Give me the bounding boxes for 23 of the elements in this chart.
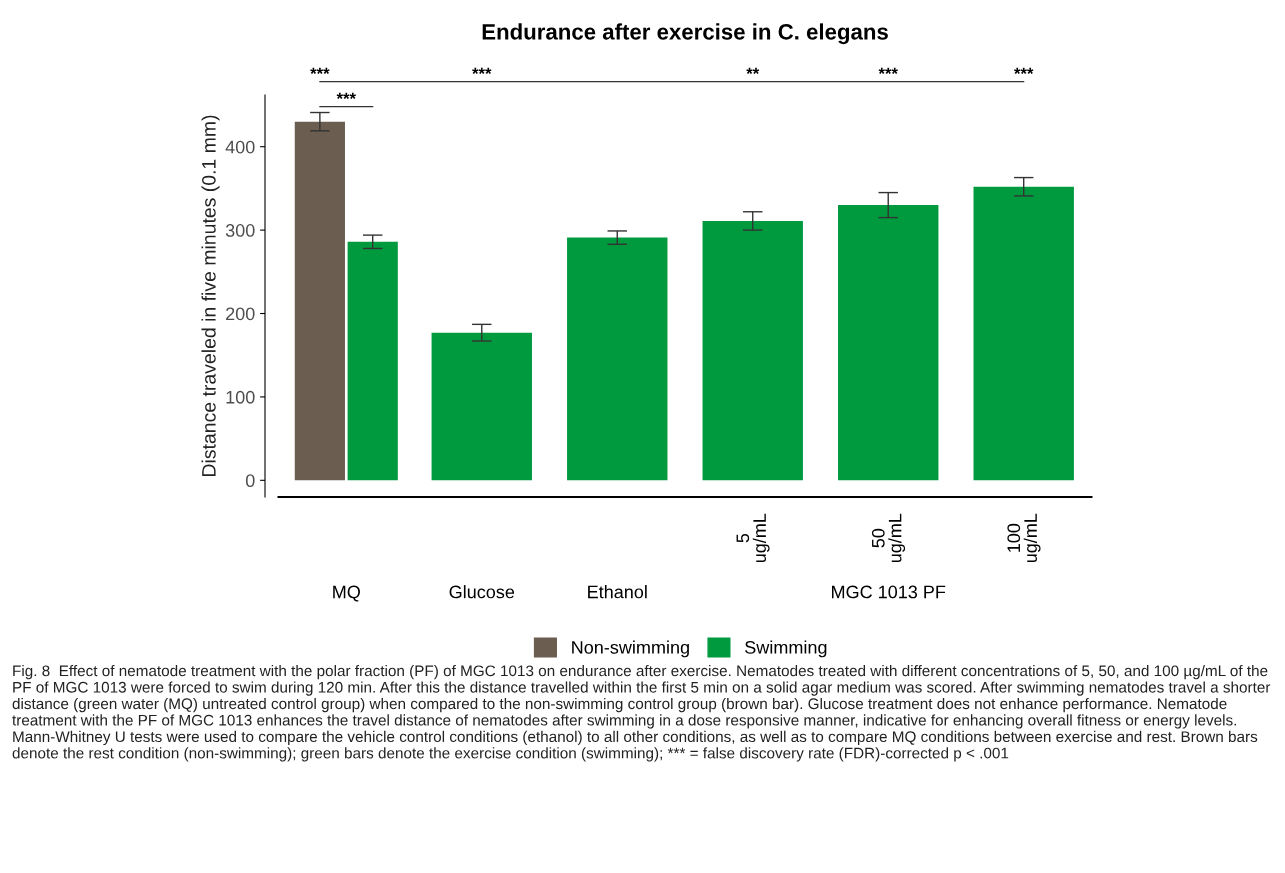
y-tick-label: 200 (226, 307, 255, 321)
y-tick-label: 100 (226, 390, 255, 404)
x-tick-label: 50 ug/mL (871, 513, 906, 563)
text: *** (878, 67, 898, 75)
caption: Fig. 8 Effect of nematode treatment with the polar fraction (PF) of MGC 1013 on endurance after exercise. Nematodes treated with different concentrations of 5, 50, and 100 µg/mL of the PF of MGC 1013 were forced to swim during 120 min. After this the distance travelled within the first 5 min on a solid agar medium was scored. After swimming nematodes travel a shorter distance (green water (MQ) untreated control group) when compared to the non-swimming control group (brown bar). Glucose treatment does not enhance performance. Nematode treatment with the PF of MGC 1013 enhances the travel distance of nematodes after swimming in a dose responsive manner, indicative for enhancing overall fitness or energy levels. Mann-Whitney U tests were used to compare the vehicle control conditions (ethanol) to all other conditions, as well as to compare MQ conditions between exercise and rest. Brown bars denote the rest condition (non-swimming); green bars denote the exercise condition (swimming); *** = false discovery rate (FDR)-corrected p < .001 (12, 665, 1271, 762)
y-tick-label: 300 (225, 224, 255, 237)
y-tick-label: 0 (245, 474, 255, 488)
legend-label: Non-swimming (572, 640, 689, 658)
x-tick-label: 100 ug/mL (1007, 513, 1041, 563)
text: *** (310, 67, 330, 75)
x-tick-label: Ethanol (588, 585, 647, 599)
x-tick-label: MQ (333, 585, 360, 602)
chart-title: Endurance after exercise in C. elegans (482, 23, 888, 45)
text: MGC 1013 PF (832, 585, 946, 599)
legend-label: Swimming (745, 640, 827, 658)
y-tick-label: 400 (225, 140, 255, 154)
text: *** (472, 67, 492, 75)
x-tick-label: Glucose (449, 585, 515, 599)
text: ** (746, 67, 760, 75)
annotation: *** (336, 92, 356, 100)
y-axis-title: Distance traveled in five minutes (0.1 mm) (201, 115, 220, 476)
text: *** (1014, 67, 1034, 75)
x-tick-label: 5 ug/mL (736, 513, 770, 563)
